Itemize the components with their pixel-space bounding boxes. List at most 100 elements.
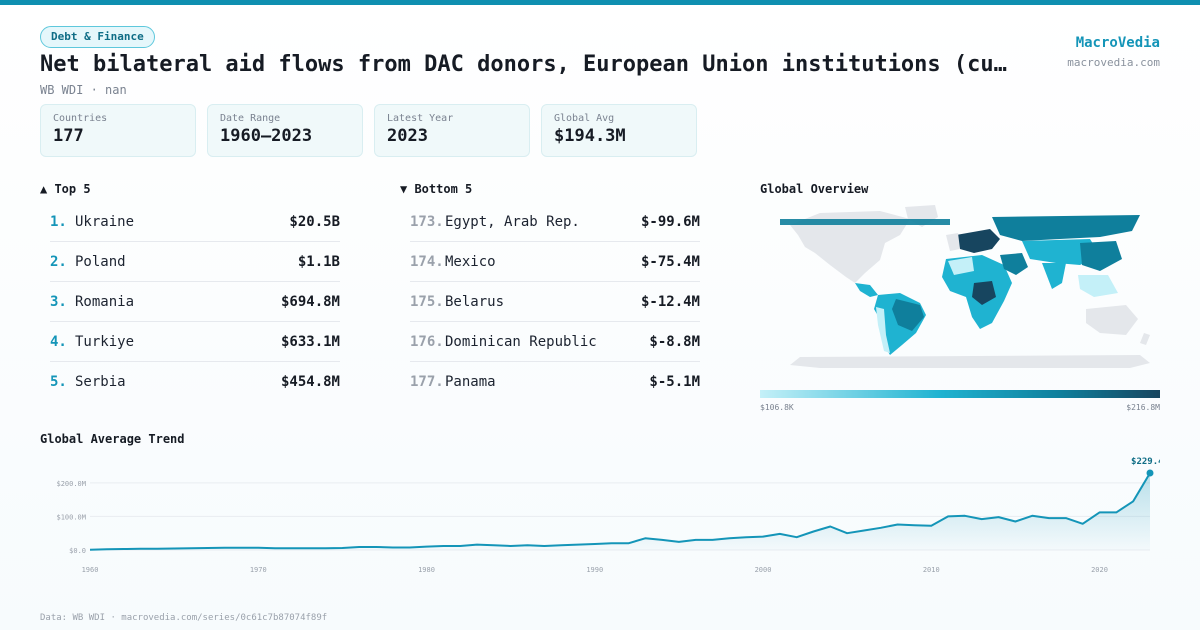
map-legend-min: $106.8K <box>760 403 794 412</box>
country-name: Belarus <box>445 293 505 310</box>
rank-number: 175. <box>410 293 444 310</box>
stat-card-date-range: Date Range 1960–2023 <box>207 104 363 157</box>
country-name: Poland <box>75 253 126 270</box>
list-item[interactable]: 1. Ukraine $20.5B <box>50 202 340 242</box>
rank-number: 1. <box>50 213 67 230</box>
country-value: $-5.1M <box>649 374 700 390</box>
country-value: $-12.4M <box>640 293 700 310</box>
x-tick-label: 2000 <box>755 566 772 574</box>
stat-card-countries: Countries 177 <box>40 104 196 157</box>
stat-label: Date Range <box>220 113 281 124</box>
y-tick-label: $200.0M <box>56 480 86 488</box>
country-name: Ukraine <box>75 213 135 230</box>
top5-heading: ▲ Top 5 <box>40 182 91 196</box>
top5-list: 1. Ukraine $20.5B 2. Poland $1.1B 3. Rom… <box>40 202 340 402</box>
country-value: $20.5B <box>289 213 340 230</box>
region-andes <box>876 307 890 353</box>
region-arctic-band <box>780 219 950 225</box>
stat-value: 2023 <box>387 126 428 146</box>
region-southeast-asia <box>1078 275 1118 297</box>
list-item[interactable]: 5. Serbia $454.8M <box>50 362 340 402</box>
region-new-zealand <box>1140 333 1150 345</box>
x-tick-label: 1990 <box>586 566 603 574</box>
rank-number: 5. <box>50 374 67 390</box>
page-title: Net bilateral aid flows from DAC donors,… <box>40 52 1007 77</box>
x-tick-label: 1960 <box>82 566 99 574</box>
stat-card-latest-year: Latest Year 2023 <box>374 104 530 157</box>
list-item[interactable]: 175. Belarus $-12.4M <box>410 282 700 322</box>
stat-label: Countries <box>53 113 108 124</box>
trend-heading: Global Average Trend <box>40 432 185 446</box>
world-choropleth-map[interactable] <box>760 205 1160 385</box>
rank-number: 4. <box>50 333 67 350</box>
list-item[interactable]: 4. Turkiye $633.1M <box>50 322 340 362</box>
list-item[interactable]: 176. Dominican Republic $-8.8M <box>410 322 700 362</box>
country-name: Serbia <box>75 374 126 390</box>
trend-line <box>89 472 1151 551</box>
stat-label: Latest Year <box>387 113 454 124</box>
bottom5-heading: ▼ Bottom 5 <box>400 182 473 196</box>
rank-number: 3. <box>50 293 67 310</box>
rank-number: 174. <box>410 253 444 270</box>
rank-number: 177. <box>410 374 444 390</box>
list-item[interactable]: 2. Poland $1.1B <box>50 242 340 282</box>
region-europe <box>956 229 1000 253</box>
x-tick-label: 1980 <box>418 566 435 574</box>
country-name: Panama <box>445 374 496 390</box>
region-north-america <box>790 211 910 283</box>
list-item[interactable]: 174. Mexico $-75.4M <box>410 242 700 282</box>
region-middle-east <box>1000 253 1028 275</box>
stat-value: $194.3M <box>554 126 626 146</box>
stat-label: Global Avg <box>554 113 615 124</box>
x-tick-label: 1970 <box>250 566 267 574</box>
trend-area <box>90 473 1150 550</box>
stat-value: 177 <box>53 126 84 146</box>
country-name: Romania <box>75 293 135 310</box>
trend-endpoint <box>1146 469 1154 477</box>
brand-logo[interactable]: MacroVedia <box>1075 35 1160 51</box>
x-tick-label: 2010 <box>923 566 940 574</box>
region-central-america <box>855 283 878 297</box>
country-name: Dominican Republic <box>445 333 597 350</box>
region-australia <box>1086 305 1138 335</box>
map-legend-gradient <box>760 390 1160 398</box>
map-heading: Global Overview <box>760 182 869 196</box>
x-tick-label: 2020 <box>1091 566 1108 574</box>
country-value: $633.1M <box>280 333 340 350</box>
accent-top-bar <box>0 0 1200 5</box>
region-east-asia <box>1080 241 1122 271</box>
brand-url[interactable]: macrovedia.com <box>1067 56 1160 69</box>
rank-number: 176. <box>410 333 444 350</box>
region-antarctica <box>790 355 1150 368</box>
region-europe-west <box>946 233 960 251</box>
country-value: $-99.6M <box>640 213 700 230</box>
region-africa-north <box>948 257 974 275</box>
country-value: $-8.8M <box>649 333 700 350</box>
list-item[interactable]: 3. Romania $694.8M <box>50 282 340 322</box>
country-name: Mexico <box>445 253 496 270</box>
country-value: $1.1B <box>297 253 340 270</box>
stat-value: 1960–2023 <box>220 126 313 146</box>
y-tick-label: $100.0M <box>56 513 86 521</box>
map-legend-max: $216.8M <box>1126 403 1160 412</box>
country-name: Turkiye <box>75 333 135 350</box>
country-value: $454.8M <box>280 374 340 390</box>
y-tick-label: $0.0 <box>69 547 86 555</box>
stat-card-global-avg: Global Avg $194.3M <box>541 104 697 157</box>
page-subtitle: WB WDI · nan <box>40 83 127 97</box>
category-badge[interactable]: Debt & Finance <box>40 26 155 48</box>
trend-chart[interactable]: $0.0 $100.0M $200.0M 1960 1970 1980 1990 2000 20… <box>40 445 1160 585</box>
country-value: $694.8M <box>280 293 340 310</box>
country-value: $-75.4M <box>640 253 700 270</box>
region-brazil <box>892 299 924 331</box>
rank-number: 2. <box>50 253 67 270</box>
region-north-asia <box>992 215 1140 241</box>
world-map-svg <box>780 205 1150 368</box>
region-africa-central <box>972 281 996 305</box>
trend-endpoint-label: $229.4M <box>1131 457 1160 467</box>
list-item[interactable]: 177. Panama $-5.1M <box>410 362 700 402</box>
bottom5-list: 173. Egypt, Arab Rep. $-99.6M 174. Mexic… <box>410 202 700 402</box>
footer-source: Data: WB WDI · macrovedia.com/series/0c6… <box>40 613 328 623</box>
list-item[interactable]: 173. Egypt, Arab Rep. $-99.6M <box>410 202 700 242</box>
region-south-asia <box>1042 263 1066 289</box>
